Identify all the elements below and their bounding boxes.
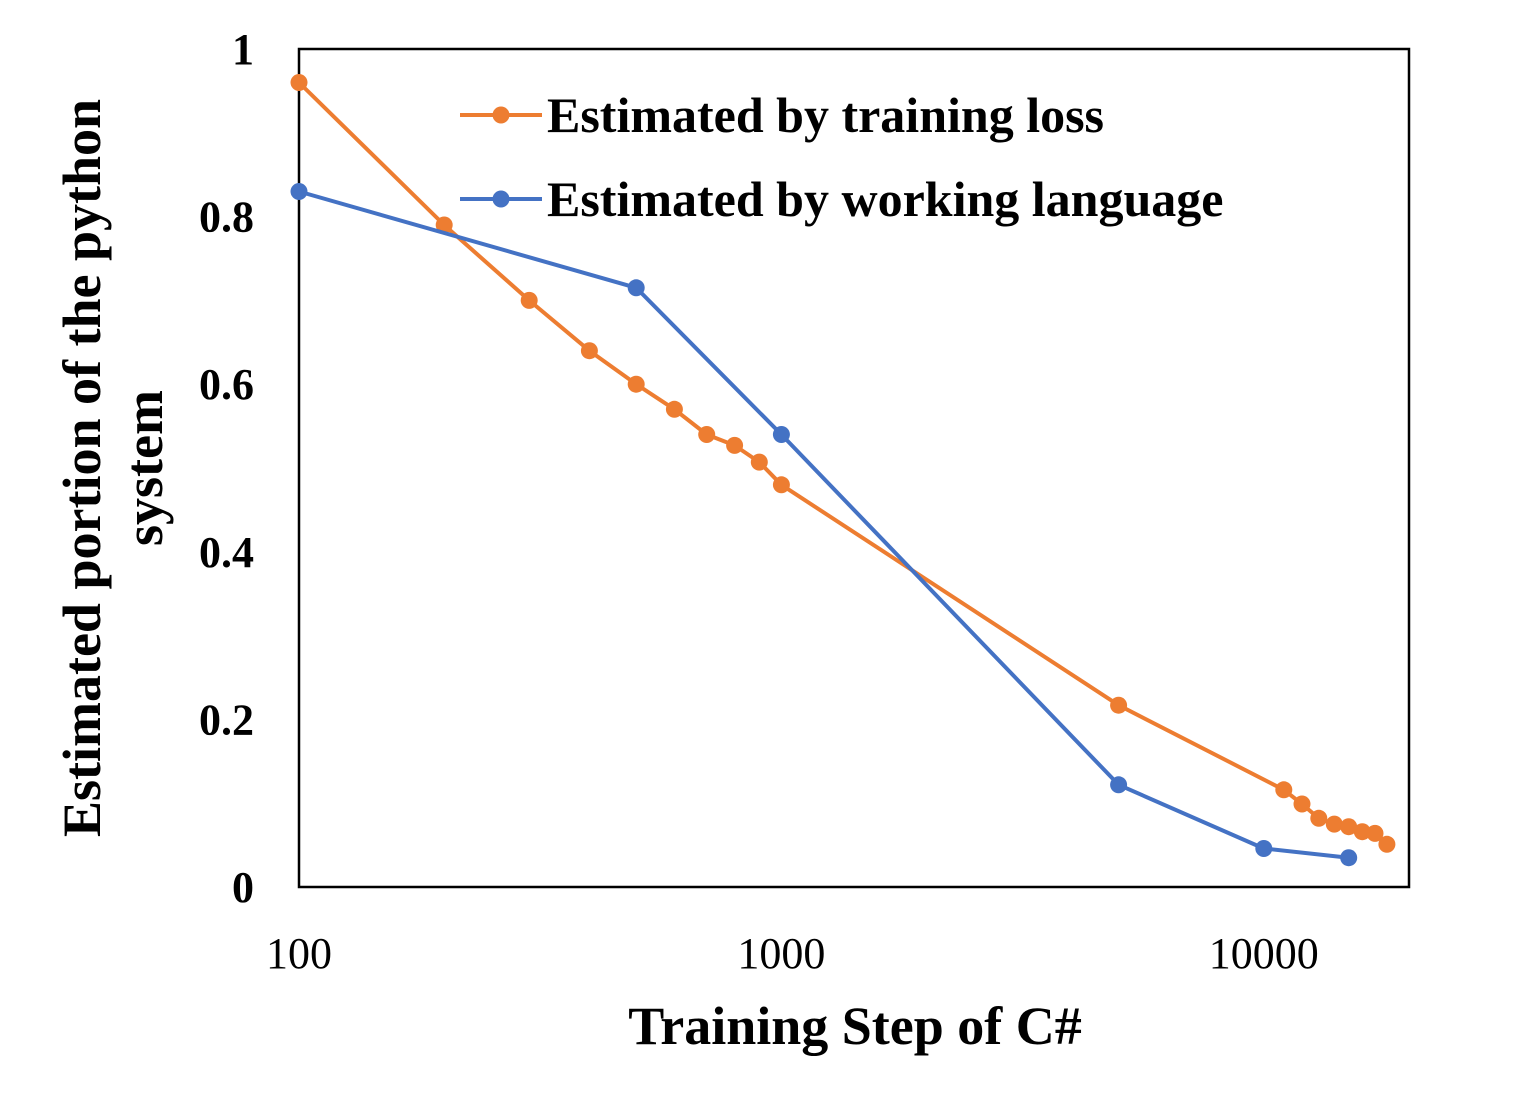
legend-label-working-language: Estimated by working language [547,171,1223,227]
y-axis-title-line-1: Estimated portion of the python [52,99,112,837]
series-1-point-5 [1340,849,1358,867]
series-1-point-4 [1255,840,1273,857]
series-0-point-5 [665,400,683,418]
x-tick-label-1: 1000 [737,929,825,978]
series-0-point-14 [1325,815,1343,833]
x-axis-ticks: 100 1000 10000 [266,929,1319,978]
y-tick-label-0: 0 [232,863,254,912]
series-0-point-1 [435,216,453,234]
series-0-point-10 [1110,696,1128,714]
y-axis-title-line-2: system [114,390,174,546]
series-1-point-3 [1110,776,1128,794]
legend: Estimated by training loss Estimated by … [460,87,1223,227]
series-0-point-2 [520,291,538,309]
series-0-point-0 [290,74,308,91]
series-0-point-12 [1293,795,1311,813]
y-tick-label-2: 0.4 [199,528,254,577]
legend-marker-training-loss [492,106,510,124]
series-0-point-17 [1366,824,1384,842]
series-0-point-7 [726,436,744,454]
series-0-point-9 [772,476,790,494]
series-0-point-6 [698,426,716,443]
series-1-point-1 [627,279,645,297]
series-0-point-16 [1353,823,1371,841]
series-1-line [298,189,1349,860]
y-tick-label-1: 0.2 [199,695,254,744]
series-0-point-15 [1340,818,1358,836]
y-tick-label-5: 1 [232,25,254,74]
series-0-point-18 [1378,835,1396,853]
series-0-point-11 [1275,781,1293,799]
legend-label-training-loss: Estimated by training loss [547,87,1104,143]
series-1-point-2 [772,426,790,443]
series-0-point-8 [750,453,768,471]
series-0-point-3 [580,342,598,360]
legend-marker-working-language [492,190,510,208]
y-tick-label-3: 0.6 [199,360,254,409]
series-0-point-4 [627,375,645,393]
series-1-point-0 [290,183,308,200]
series-layer [290,74,1396,867]
x-tick-label-2: 10000 [1209,929,1319,978]
plot-area-frame [297,47,1411,889]
x-tick-label-0: 100 [266,929,332,978]
y-axis-ticks: 0 0.2 0.4 0.6 0.8 1 [199,25,254,912]
x-axis-title: Training Step of C# [628,996,1082,1056]
series-0-point-13 [1310,809,1328,827]
y-tick-label-4: 0.8 [199,193,254,242]
